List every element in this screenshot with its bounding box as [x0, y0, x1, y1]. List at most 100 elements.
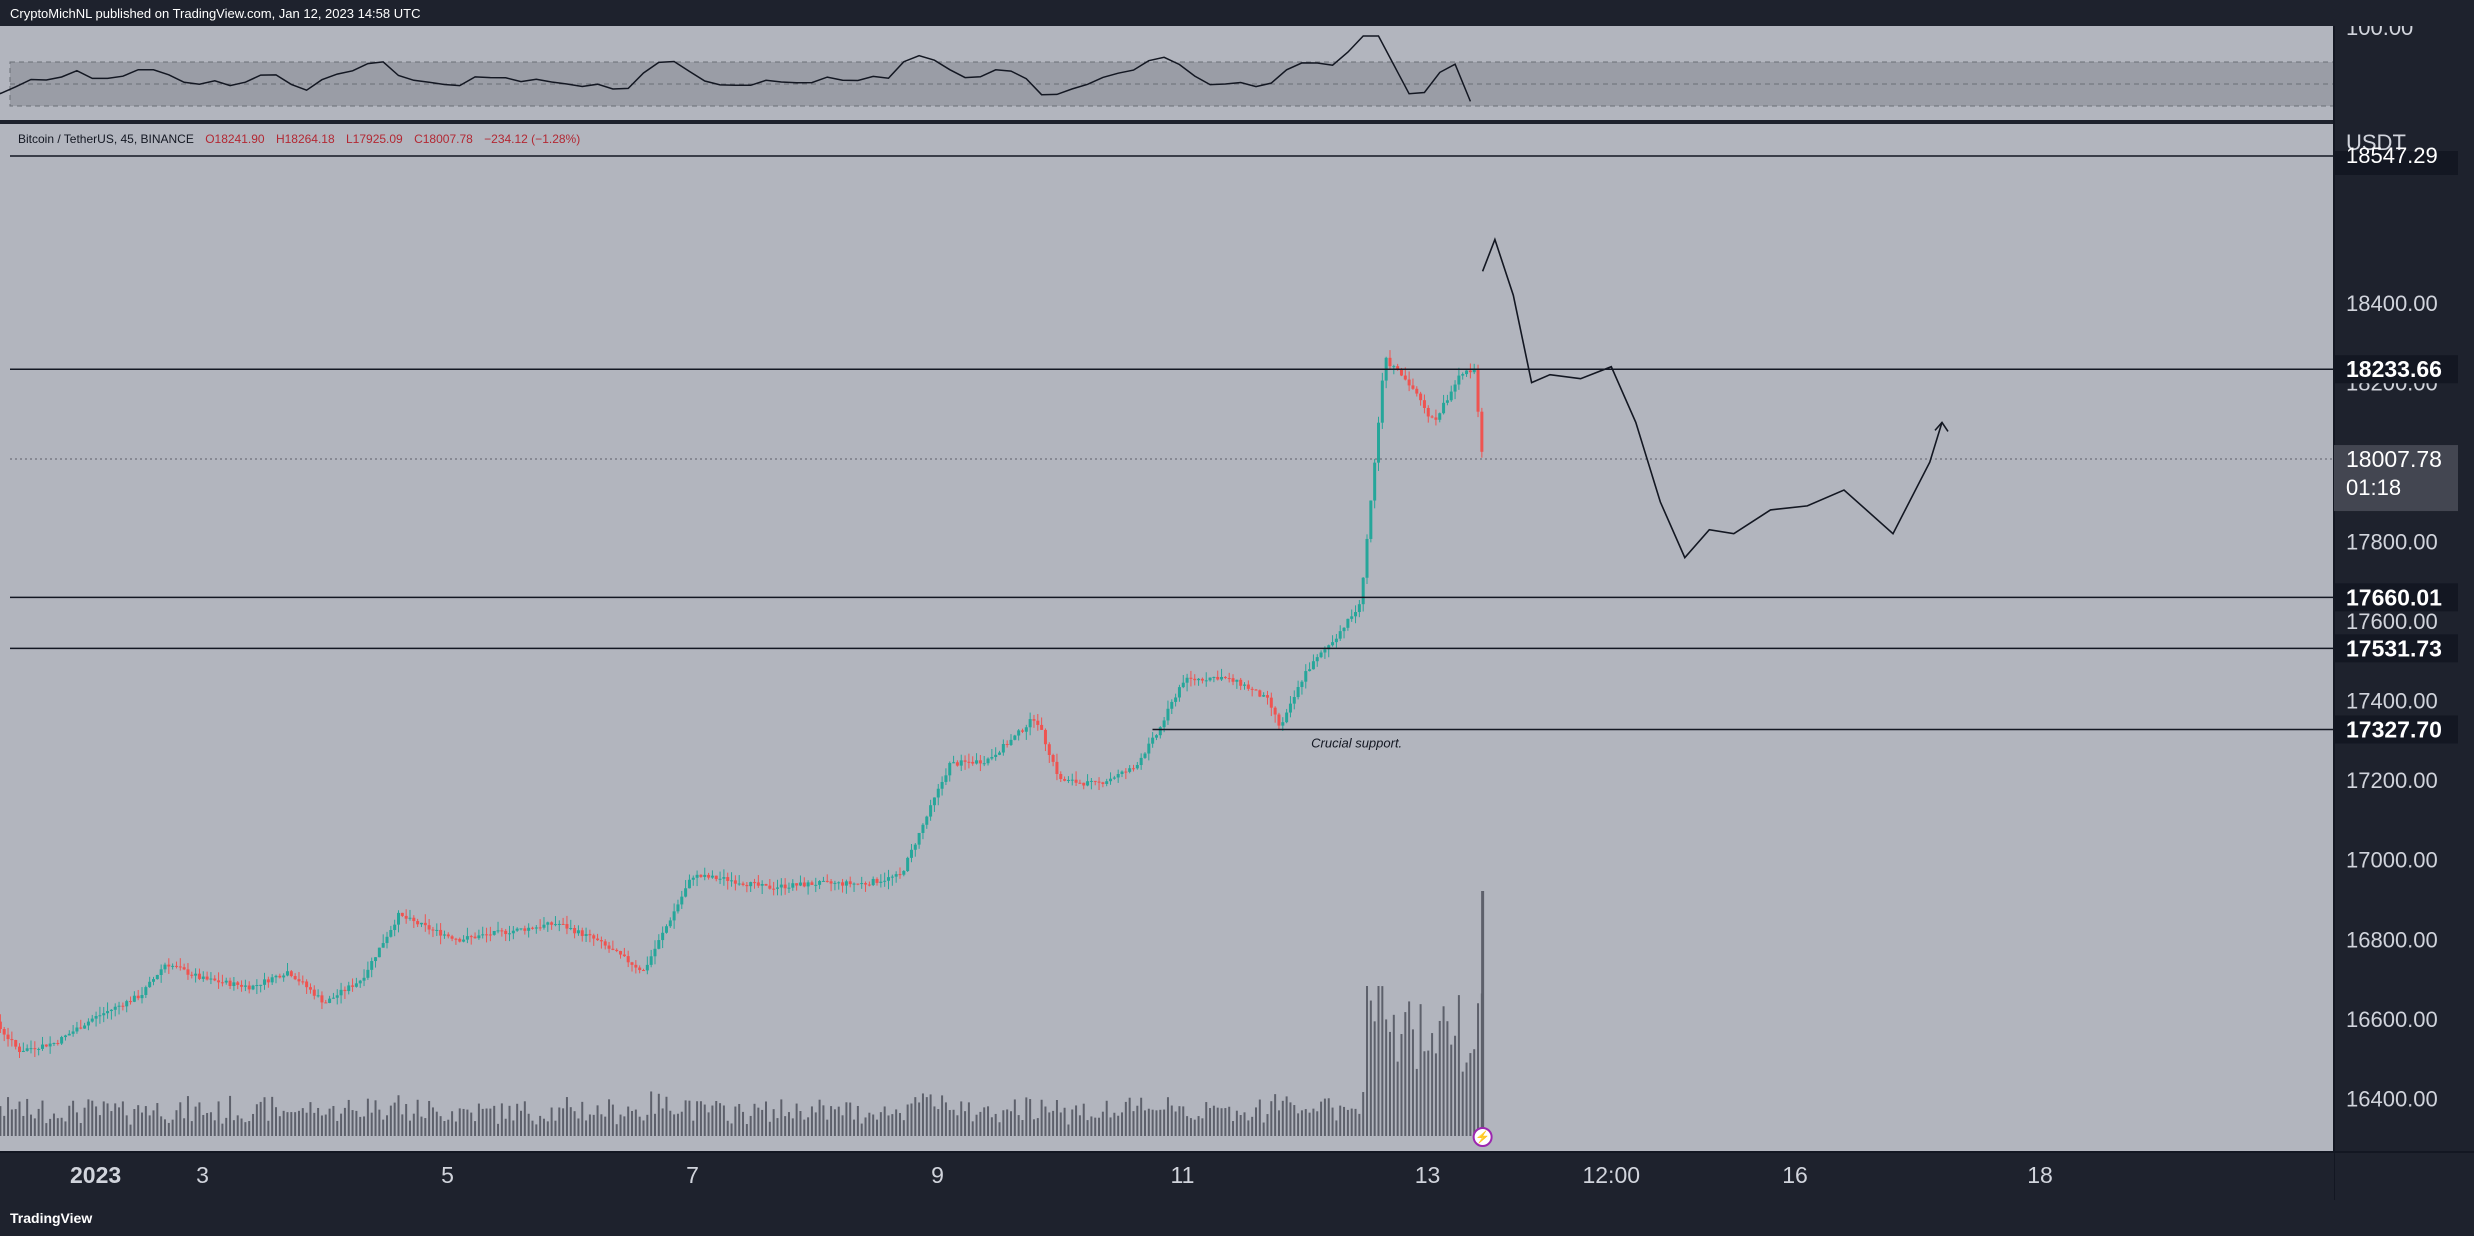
- candle-body: [906, 857, 910, 872]
- candle-body: [33, 1048, 37, 1050]
- candle-body: [1078, 782, 1082, 784]
- volume-bar: [1316, 1111, 1319, 1136]
- candle-body: [358, 980, 362, 984]
- volume-bar: [711, 1105, 714, 1136]
- volume-bar: [1006, 1109, 1009, 1136]
- volume-bar: [1147, 1108, 1150, 1136]
- volume-bar: [669, 1110, 672, 1136]
- volume-bar: [416, 1099, 419, 1136]
- candle-body: [1055, 761, 1059, 775]
- candle-body: [1139, 757, 1143, 766]
- volume-bar: [240, 1118, 243, 1136]
- volume-bar: [1117, 1115, 1120, 1136]
- volume-bar: [1274, 1094, 1277, 1136]
- candle-body: [1304, 671, 1308, 682]
- volume-bar: [229, 1095, 232, 1136]
- candle-body: [856, 883, 860, 885]
- volume-bar: [520, 1110, 522, 1136]
- candle-body: [1124, 771, 1128, 773]
- candle-body: [106, 1011, 110, 1014]
- volume-bar: [799, 1111, 802, 1136]
- lightning-marker[interactable]: ⚡: [1472, 1127, 1493, 1147]
- time-tick-label: 11: [1171, 1162, 1195, 1188]
- candle-body: [837, 882, 841, 884]
- volume-bar: [148, 1115, 151, 1136]
- tradingview-logo[interactable]: TradingView: [10, 1210, 92, 1226]
- candle-body: [722, 877, 726, 879]
- volume-bar: [665, 1096, 668, 1136]
- volume-bar: [474, 1121, 477, 1136]
- candle-body: [63, 1035, 67, 1038]
- candle-body: [986, 758, 990, 764]
- volume-bar: [964, 1111, 967, 1136]
- volume-bar: [351, 1110, 354, 1136]
- candle-body: [442, 934, 446, 936]
- volume-bar: [282, 1110, 285, 1136]
- candle-body: [760, 884, 764, 886]
- candle-body: [1208, 677, 1212, 681]
- volume-bar: [699, 1101, 702, 1136]
- volume-bar: [990, 1117, 993, 1136]
- level-label: 17531.73: [2346, 635, 2442, 661]
- time-axis[interactable]: [0, 1152, 2334, 1200]
- level-label-bg: [2334, 715, 2458, 744]
- candle-body: [998, 752, 1002, 755]
- volume-bar: [925, 1097, 928, 1136]
- price-tick-label: 16800.00: [2346, 927, 2438, 952]
- candle-body: [209, 978, 213, 980]
- candle-body: [649, 956, 653, 965]
- candle-body: [324, 1002, 328, 1004]
- candle-body: [194, 973, 198, 976]
- volume-bar: [822, 1105, 825, 1136]
- candle-body: [753, 882, 757, 884]
- candle-body: [519, 928, 523, 930]
- price-tick-label: 17600.00: [2346, 609, 2438, 634]
- volume-bar: [638, 1116, 641, 1136]
- candle-body: [1135, 765, 1139, 769]
- candle-body: [714, 875, 718, 880]
- candle-body: [152, 979, 155, 982]
- candle-body: [477, 935, 481, 939]
- volume-bar: [929, 1094, 932, 1136]
- candle-body: [1147, 743, 1151, 754]
- candle-body: [155, 974, 159, 980]
- volume-bar: [343, 1107, 346, 1136]
- candle-body: [1200, 678, 1204, 681]
- candle-body: [530, 927, 534, 929]
- candle-body: [1197, 678, 1201, 681]
- volume-bar: [841, 1115, 844, 1136]
- volume-bar: [7, 1097, 10, 1136]
- volume-bar: [814, 1112, 817, 1136]
- price-chart[interactable]: 100.00 Crucial support. ⚡ Bitcoin / Teth…: [0, 26, 2474, 1200]
- candle-body: [347, 985, 351, 992]
- volume-bar: [56, 1118, 59, 1136]
- candle-body: [737, 883, 741, 885]
- candle-body: [1024, 727, 1028, 732]
- price-tick-label: 17000.00: [2346, 848, 2438, 873]
- candle-body: [266, 979, 270, 983]
- volume-bar: [98, 1115, 101, 1136]
- volume-bar: [41, 1100, 44, 1136]
- candle-body: [592, 935, 596, 939]
- candle-body: [167, 964, 171, 967]
- volume-bar: [1477, 1003, 1480, 1136]
- candle-body: [1043, 729, 1047, 745]
- candle-body: [798, 882, 802, 886]
- volume-bar: [1098, 1117, 1101, 1136]
- candle-body: [389, 930, 393, 937]
- candle-body: [867, 884, 871, 886]
- candle-body: [427, 925, 431, 930]
- candle-body: [576, 930, 580, 934]
- volume-bar: [918, 1102, 921, 1136]
- volume-bar: [328, 1108, 331, 1136]
- candle-body: [67, 1033, 71, 1036]
- candle-body: [320, 995, 324, 1003]
- volume-bar: [1239, 1115, 1242, 1136]
- candle-body: [1334, 638, 1338, 643]
- tv-brand-text: TradingView: [10, 1210, 93, 1226]
- candle-body: [573, 927, 577, 934]
- volume-bar: [619, 1114, 622, 1136]
- volume-bar: [1323, 1098, 1326, 1136]
- volume-bar: [791, 1118, 794, 1136]
- candle-body: [645, 964, 649, 971]
